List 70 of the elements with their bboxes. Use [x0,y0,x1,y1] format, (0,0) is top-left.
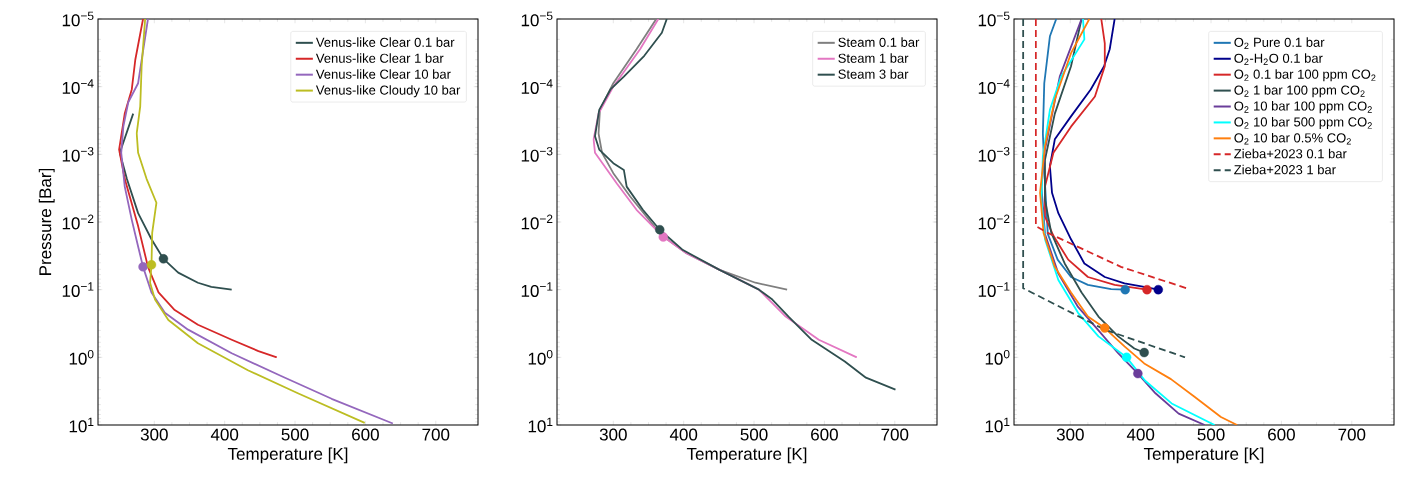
legend-label: Venus-like Cloudy 10 bar [315,85,461,98]
line-series [1022,19,1186,359]
point [1153,284,1163,295]
y-tick-label: 10$^{0}$ [985,349,1010,365]
line-series [118,112,233,291]
x-tick-label: 300 [1056,428,1084,441]
legend-label: Steam 3 bar [838,69,909,79]
point [138,262,148,272]
legend-label: Zieba+2023 1 bar [1234,164,1336,175]
point [158,254,169,264]
y-tick-label: 10$^{−1}$ [978,282,1010,297]
x-tick-label: 400 [1126,428,1155,441]
y-tick-label: 10$^{0}$ [69,349,94,365]
point [1120,284,1130,295]
legend-label: O$_{2}$ 1 bar 100 ppm CO$_{2}$ [1234,85,1365,98]
legend-label: Venus-like Clear 1 bar [315,53,444,63]
legend-label: O$_{2}$ Pure 0.1 bar [1234,37,1325,50]
point [1121,352,1132,363]
y-tick-label: 10$^{−4}$ [62,79,94,94]
legend-label: O$_{2}$ 10 bar 500 ppm CO$_{2}$ [1234,116,1372,130]
legend-label: O$_{2}$ 10 bar 0.5% CO$_{2}$ [1234,132,1351,145]
y-tick-label: 10$^{−3}$ [62,146,94,162]
legend-label: O$_{2}$-H$_{2}$O 0.1 bar [1234,53,1323,65]
x-tick-label: 500 [740,428,768,441]
x-tick-label: 500 [281,428,309,441]
line-series [1034,19,1188,290]
legend-label: O$_{2}$ 10 bar 100 ppm CO$_{2}$ [1234,101,1372,114]
y-axis-title: Pressure [Bar] [38,168,55,275]
x-tick-label: 700 [1338,428,1366,441]
y-tick-label: 10$^{−5}$ [62,11,94,27]
x-axis-title: Temperature [K] [227,447,348,464]
legend-label: Venus-like Clear 10 bar [315,69,451,79]
x-tick-label: 500 [1197,428,1225,441]
point [1142,284,1152,295]
x-tick-label: 700 [422,428,450,441]
y-tick-label: 10$^{−2}$ [521,214,553,230]
line-series [118,19,278,359]
y-tick-label: 10$^{0}$ [528,349,553,365]
y-tick-label: 10$^{1}$ [69,417,94,433]
x-tick-label: 300 [140,428,168,441]
y-tick-label: 10$^{1}$ [528,417,553,433]
y-tick-label: 10$^{−1}$ [62,282,94,297]
point [1139,347,1149,358]
y-tick-label: 10$^{−5}$ [978,11,1010,27]
legend-label: Steam 0.1 bar [838,37,920,47]
legend-label: Steam 1 bar [838,53,909,63]
legend-label: Zieba+2023 0.1 bar [1234,148,1347,159]
x-axis-title: Temperature [K] [686,447,807,464]
x-tick-label: 400 [669,428,698,441]
y-tick-label: 10$^{−3}$ [521,146,553,162]
y-tick-label: 10$^{−2}$ [978,214,1010,230]
x-tick-label: 600 [1268,428,1295,441]
point [1133,368,1143,379]
x-tick-label: 600 [811,428,838,441]
y-tick-label: 10$^{−2}$ [62,214,94,230]
x-axis-title: Temperature [K] [1143,447,1264,464]
y-tick-label: 10$^{−5}$ [521,11,553,27]
point [146,260,157,270]
point [1100,323,1110,333]
x-tick-label: 400 [210,428,239,441]
legend-label: O$_{2}$ 0.1 bar 100 ppm CO$_{2}$ [1234,69,1376,82]
x-tick-label: 600 [352,428,379,441]
y-tick-label: 10$^{−1}$ [521,282,553,297]
y-tick-label: 10$^{−3}$ [978,146,1010,162]
y-tick-label: 10$^{1}$ [985,417,1010,433]
legend-label: Venus-like Clear 0.1 bar [315,37,455,47]
x-tick-label: 700 [881,428,909,441]
y-tick-label: 10$^{−4}$ [978,79,1010,94]
y-tick-label: 10$^{−4}$ [521,79,553,94]
x-tick-label: 300 [599,428,627,441]
